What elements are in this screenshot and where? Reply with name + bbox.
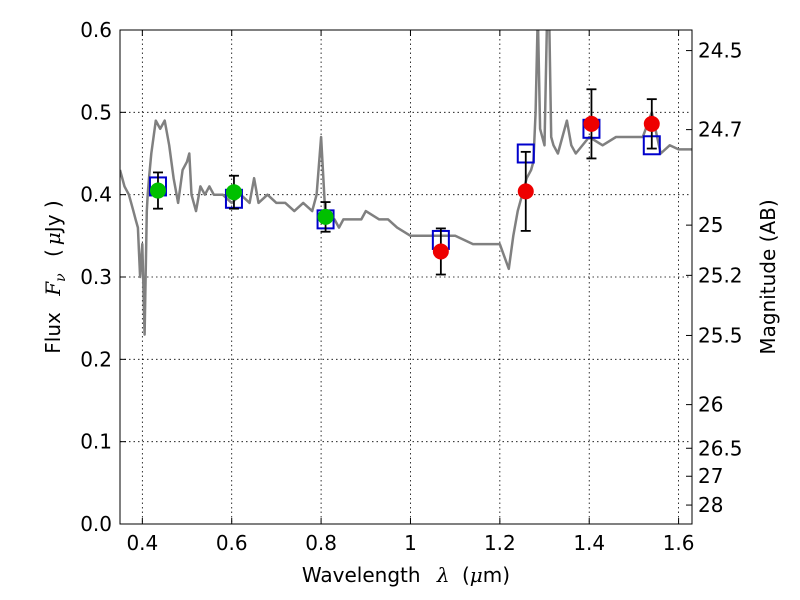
spectrum-line [120, 30, 692, 336]
y2-axis-label: Magnitude (AB) [756, 199, 780, 354]
green-data-point [149, 182, 166, 199]
tick-labels: 0.4 0.6 0.8 1 1.2 1.4 1.6 0.0 0.1 0.2 0.3 0.4 0.5 0.6… [80, 18, 742, 555]
y-axis-label: Flux Fν (μJy ) [41, 200, 70, 353]
y-tick-label: 0.4 [80, 183, 112, 207]
grid-lines [120, 29, 692, 525]
red-data-point [643, 115, 660, 132]
y2-tick-label: 28 [698, 493, 723, 517]
y2-tick-label: 25.2 [698, 263, 743, 287]
x-axis-label: Wavelength λ (μm) [302, 563, 510, 587]
spectrum-series [120, 30, 692, 336]
y-tick-label: 0.5 [80, 100, 112, 124]
x-tick-label: 1.4 [573, 531, 605, 555]
y-tick-label: 0.6 [80, 18, 112, 42]
y-tick-label: 0.1 [80, 430, 112, 454]
y-tick-label: 0.0 [80, 512, 112, 536]
y2-tick-label: 26.5 [698, 436, 743, 460]
y2-tick-label: 24.5 [698, 39, 743, 63]
y2-tick-label: 24.7 [698, 118, 743, 142]
y2-tick-label: 25.5 [698, 323, 743, 347]
y2-tick-label: 27 [698, 464, 723, 488]
red-data-point [432, 243, 449, 260]
x-tick-label: 1.2 [484, 531, 516, 555]
model-box-markers [148, 118, 661, 250]
x-tick-label: 1 [404, 531, 417, 555]
axis-ticks [120, 29, 692, 525]
error-bars [152, 88, 657, 276]
y-tick-label: 0.3 [80, 265, 112, 289]
observed-points [149, 115, 660, 260]
y2-tick-label: 26 [698, 393, 723, 417]
green-data-point [225, 184, 242, 201]
x-tick-label: 1.6 [663, 531, 695, 555]
red-data-point [583, 115, 600, 132]
x-tick-label: 0.4 [126, 531, 158, 555]
red-data-point [517, 183, 534, 200]
x-tick-label: 0.6 [216, 531, 248, 555]
y2-tick-label: 25 [698, 213, 723, 237]
y-tick-label: 0.2 [80, 347, 112, 371]
x-tick-label: 0.8 [305, 531, 337, 555]
green-data-point [317, 208, 334, 225]
